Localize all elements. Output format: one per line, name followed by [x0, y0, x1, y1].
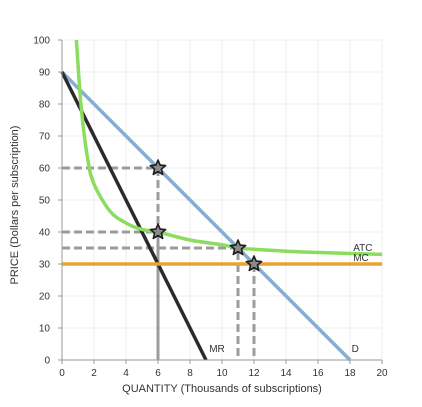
y-tick-label: 0	[44, 356, 50, 367]
y-tick-label: 30	[39, 260, 51, 271]
y-tick-label: 10	[39, 324, 51, 335]
x-tick-label: 16	[312, 368, 324, 379]
grid	[62, 39, 383, 360]
x-tick-label: 2	[91, 368, 97, 379]
x-tick-label: 20	[376, 368, 388, 379]
star-marker	[149, 159, 167, 176]
curve-d	[60, 70, 352, 362]
y-axis-title: PRICE (Dollars per subscription)	[9, 126, 21, 285]
star-marker	[229, 239, 247, 256]
y-tick-label: 40	[39, 228, 51, 239]
curve-label-mr: MR	[209, 344, 225, 355]
x-tick-label: 10	[216, 368, 228, 379]
y-tick-label: 50	[39, 196, 51, 207]
x-tick-label: 14	[280, 368, 292, 379]
x-tick-label: 12	[248, 368, 260, 379]
y-tick-label: 70	[39, 132, 51, 143]
curve-label-atc: ATC	[353, 243, 372, 254]
x-tick-label: 0	[59, 368, 65, 379]
x-tick-label: 4	[123, 368, 129, 379]
x-axis-title: QUANTITY (Thousands of subscriptions)	[122, 383, 322, 395]
curves	[60, 39, 383, 362]
markers	[149, 159, 263, 272]
y-tick-label: 80	[39, 100, 51, 111]
y-tick-label: 100	[33, 36, 50, 47]
star-marker	[245, 255, 263, 272]
y-tick-label: 60	[39, 164, 51, 175]
curve-label-mc: MC	[353, 253, 369, 264]
axes: 0 10 20 30 40 50 60 70 80 90 100 0 2 4 6 8 10 12 14 16 18 20	[33, 36, 388, 380]
x-tick-label: 6	[155, 368, 161, 379]
x-tick-label: 8	[187, 368, 193, 379]
x-tick-label: 18	[344, 368, 356, 379]
y-tick-label: 90	[39, 68, 51, 79]
curve-atc	[74, 39, 383, 257]
curve-label-d: D	[352, 344, 359, 355]
curve-mr	[60, 71, 208, 361]
y-tick-label: 20	[39, 292, 51, 303]
star-marker	[149, 223, 167, 240]
